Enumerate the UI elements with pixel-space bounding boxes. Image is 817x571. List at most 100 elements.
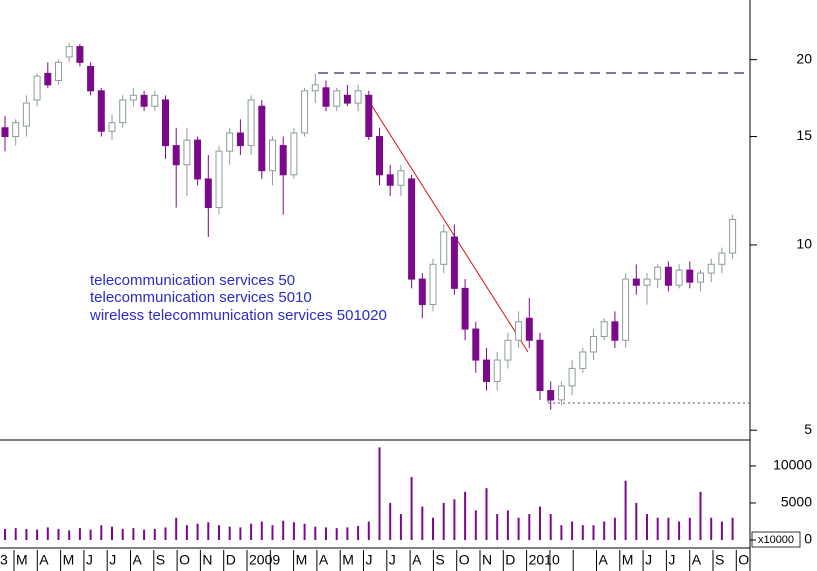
volume-bar <box>100 525 103 540</box>
volume-bar <box>592 525 595 540</box>
candle-body <box>215 150 223 209</box>
volume-bar <box>720 521 723 540</box>
candle-body <box>718 252 726 265</box>
volume-bar <box>346 527 349 540</box>
volume-bar <box>399 514 402 540</box>
volume-tick-label: 5000 <box>781 494 812 510</box>
candle-body <box>194 139 202 180</box>
volume-bar <box>624 480 627 540</box>
candle-body <box>557 385 565 401</box>
candle-body <box>579 351 587 369</box>
volume-bar <box>549 514 552 540</box>
candle-body <box>483 359 490 382</box>
volume-tick-label: 10000 <box>773 457 812 473</box>
candle-body <box>675 269 683 286</box>
candle-body <box>44 72 52 86</box>
volume-bar <box>57 528 60 540</box>
candle-body <box>450 236 458 289</box>
volume-bar <box>367 521 370 540</box>
volume-bar <box>303 523 306 540</box>
candle-body <box>707 263 715 274</box>
x-tick-label: M <box>63 552 75 568</box>
candle-body <box>151 94 159 107</box>
candle-body <box>525 317 533 341</box>
volume-bar <box>164 527 167 540</box>
volume-bar <box>421 506 424 540</box>
volume-bar <box>581 525 584 540</box>
x-tick-label: S <box>435 552 444 568</box>
x-tick-label: J <box>86 552 93 568</box>
volume-bar <box>25 528 28 540</box>
volume-bar <box>646 514 648 540</box>
candle-body <box>12 122 20 138</box>
candle-body <box>97 90 105 132</box>
candle-body <box>183 139 191 166</box>
x-tick-label: 3 <box>0 552 8 568</box>
volume-bar <box>153 528 156 540</box>
volume-bar <box>560 525 563 540</box>
volume-bar <box>314 526 317 540</box>
candle-body <box>515 321 523 341</box>
volume-bar <box>656 517 659 540</box>
volume-bar <box>699 491 702 540</box>
volume-bar <box>571 521 574 540</box>
volume-bar <box>378 447 381 540</box>
volume-bar <box>271 525 274 540</box>
candle-body <box>611 321 619 341</box>
annotation: wireless telecommunication services 5010… <box>89 307 387 324</box>
candle-body <box>76 46 84 63</box>
volume-bar <box>389 502 392 540</box>
volume-bar <box>710 517 713 540</box>
volume-bar <box>260 521 263 540</box>
candle-body <box>429 263 437 306</box>
volume-bar <box>688 517 691 540</box>
volume-bar <box>185 525 188 540</box>
volume-bar <box>432 517 434 540</box>
candle-body <box>386 174 394 186</box>
candle-body <box>632 278 640 286</box>
volume-bar <box>282 520 285 540</box>
volume-bar <box>143 529 146 540</box>
candle-body <box>311 84 319 92</box>
volume-bar <box>132 528 135 540</box>
x-tick-label: J <box>366 552 373 568</box>
volume-bar <box>453 499 456 540</box>
x-tick-label: D <box>226 552 236 568</box>
x-tick-label: M <box>342 552 354 568</box>
x-tick-label: S <box>156 552 165 568</box>
x-tick-label: A <box>133 552 143 568</box>
candle-body <box>354 90 362 104</box>
volume-bar <box>207 522 210 540</box>
candle-body <box>22 102 30 127</box>
x-tick-label: A <box>692 552 702 568</box>
candle-body <box>418 278 426 306</box>
x-tick-label: 2009 <box>249 552 280 568</box>
candle-body <box>172 145 180 166</box>
volume-bar <box>175 517 178 540</box>
volume-bar <box>635 502 638 540</box>
candle-body <box>643 278 651 286</box>
candle-body <box>322 87 330 107</box>
candle-body <box>108 122 116 132</box>
candle-body <box>568 367 576 387</box>
x-tick-label: J <box>389 552 396 568</box>
volume-bar <box>68 530 71 540</box>
x-tick-label: 2010 <box>529 552 560 568</box>
candle-body <box>247 99 255 147</box>
candle-body <box>119 99 127 124</box>
volume-bar <box>250 523 253 540</box>
x-tick-label: J <box>109 552 116 568</box>
volume-bar <box>667 517 670 540</box>
x-tick-label: M <box>16 552 28 568</box>
x-tick-label: D <box>505 552 515 568</box>
volume-bar <box>731 517 734 540</box>
candle-body <box>290 132 298 176</box>
candle-body <box>622 278 630 341</box>
x-tick-label: J <box>668 552 675 568</box>
volume-bar <box>517 517 520 540</box>
volume-bar <box>678 521 681 540</box>
candle-body <box>472 328 480 361</box>
candle-body <box>269 139 276 172</box>
candle-body <box>258 105 266 172</box>
